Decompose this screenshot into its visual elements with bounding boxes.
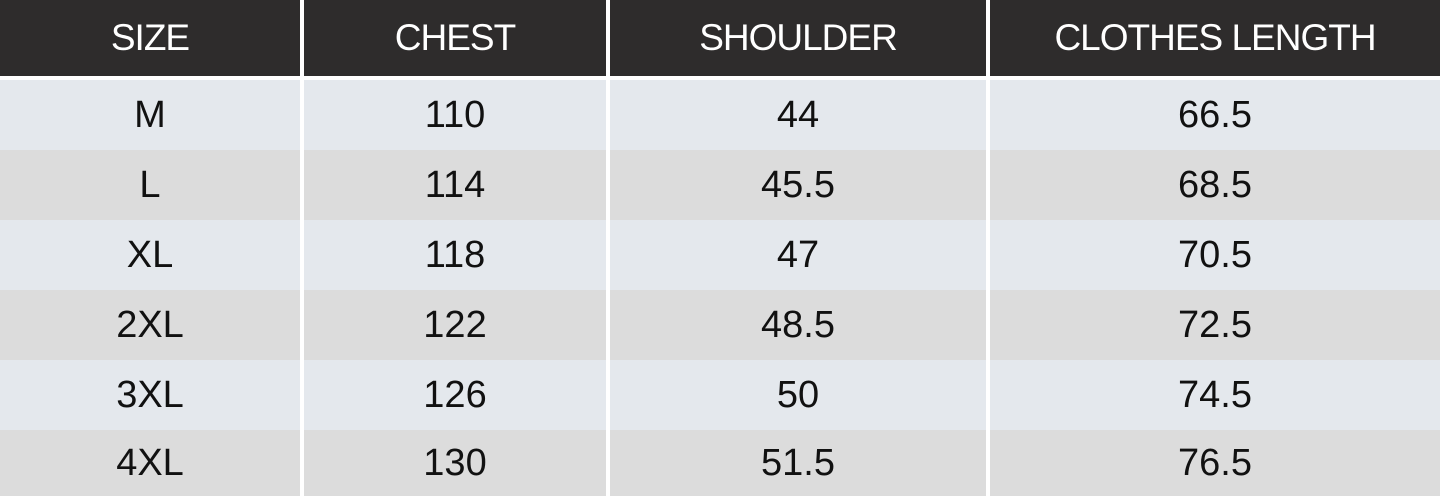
header-cell: CLOTHES LENGTH (990, 0, 1440, 76)
table-cell: 118 (304, 220, 606, 290)
table-cell: 2XL (0, 290, 300, 360)
header-cell: CHEST (304, 0, 606, 76)
table-cell: 126 (304, 360, 606, 430)
table-cell: 122 (304, 290, 606, 360)
table-cell: 50 (610, 360, 986, 430)
table-cell: L (0, 150, 300, 220)
table-row: 4XL 130 51.5 76.5 (0, 430, 1440, 496)
table-cell: 44 (610, 80, 986, 150)
table-row: L 114 45.5 68.5 (0, 150, 1440, 220)
table-cell: M (0, 80, 300, 150)
table-cell: 68.5 (990, 150, 1440, 220)
table-cell: 76.5 (990, 430, 1440, 496)
table-cell: 74.5 (990, 360, 1440, 430)
header-cell: SHOULDER (610, 0, 986, 76)
table-cell: 47 (610, 220, 986, 290)
table-cell: 130 (304, 430, 606, 496)
table-cell: 3XL (0, 360, 300, 430)
table-cell: 45.5 (610, 150, 986, 220)
table-header: SIZE CHEST SHOULDER CLOTHES LENGTH (0, 0, 1440, 76)
table-cell: 70.5 (990, 220, 1440, 290)
table-cell: 110 (304, 80, 606, 150)
table-cell: 66.5 (990, 80, 1440, 150)
table-cell: 114 (304, 150, 606, 220)
table-cell: 51.5 (610, 430, 986, 496)
table-row: XL 118 47 70.5 (0, 220, 1440, 290)
table-cell: XL (0, 220, 300, 290)
table-cell: 4XL (0, 430, 300, 496)
table-cell: 48.5 (610, 290, 986, 360)
header-cell: SIZE (0, 0, 300, 76)
table-row: 2XL 122 48.5 72.5 (0, 290, 1440, 360)
table-cell: 72.5 (990, 290, 1440, 360)
table-row: 3XL 126 50 74.5 (0, 360, 1440, 430)
table-row: M 110 44 66.5 (0, 80, 1440, 150)
